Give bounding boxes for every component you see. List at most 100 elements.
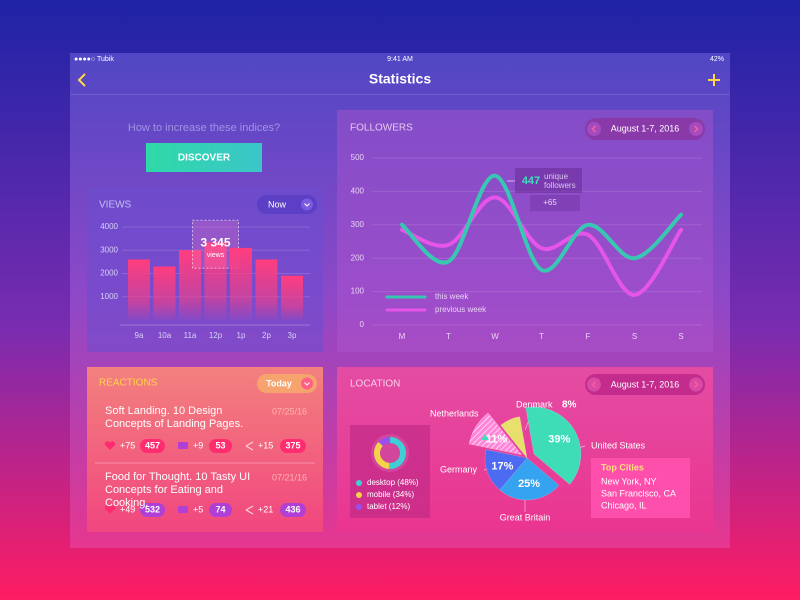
y-tick-label: 100 — [351, 287, 365, 296]
donut-segment — [378, 437, 391, 447]
count-pill — [209, 503, 232, 517]
pie-slice — [484, 449, 528, 491]
header-divider — [70, 94, 730, 95]
bar — [281, 275, 303, 320]
article-title[interactable]: Soft Landing. 10 Design Concepts of Land… — [105, 405, 244, 430]
legend-label: previous week — [435, 305, 487, 314]
reaction-count: 532 — [145, 504, 160, 514]
x-tick-label: 11a — [184, 331, 197, 340]
value-label: 3 345 — [200, 235, 230, 249]
bar-cap — [204, 242, 227, 246]
x-tick-label: T — [539, 332, 544, 341]
next-button[interactable] — [689, 377, 703, 392]
discover-button[interactable] — [146, 143, 262, 172]
back-button[interactable] — [77, 73, 86, 87]
reactions-title: REACTIONS — [99, 378, 158, 389]
reaction-count: 457 — [145, 440, 160, 450]
donut-segment — [374, 441, 390, 469]
reaction-count: 74 — [215, 504, 225, 514]
legend-label: tablet (12%) — [367, 502, 410, 511]
country-label: Germany — [440, 464, 478, 474]
article-date: 07/25/16 — [272, 406, 307, 416]
prev-button[interactable] — [587, 122, 601, 136]
bar — [153, 266, 176, 320]
x-tick-label: M — [399, 332, 406, 341]
slice-label: 25% — [518, 478, 540, 490]
y-tick-label: 300 — [351, 220, 365, 229]
y-tick-label: 200 — [351, 253, 365, 262]
reaction-count: 436 — [285, 504, 300, 514]
reactions-filter[interactable] — [257, 374, 317, 393]
share-icon — [245, 441, 254, 451]
count-pill — [280, 503, 306, 517]
location-date-picker[interactable] — [585, 374, 705, 395]
followers-date-picker[interactable] — [585, 118, 705, 140]
pie-slice — [499, 457, 560, 501]
bar-cap — [255, 259, 278, 263]
slice-label: 8% — [562, 400, 577, 411]
pie-slice — [500, 416, 528, 459]
add-button[interactable] — [708, 74, 720, 86]
trend-icon — [481, 434, 489, 440]
tooltip-value: 447 — [522, 175, 540, 187]
like-icon — [104, 505, 116, 514]
count-pill — [209, 439, 232, 453]
top-cities-title: Top Cities — [601, 462, 644, 472]
views-filter[interactable] — [257, 195, 317, 214]
views-filter-label: Now — [268, 199, 287, 209]
y-tick-label: 1000 — [100, 292, 118, 301]
pie-slice — [525, 406, 582, 485]
y-tick-label: 2000 — [100, 269, 118, 278]
bar — [204, 242, 227, 320]
dropdown-icon — [301, 377, 313, 390]
pie-slice — [468, 412, 523, 456]
legend-dot — [356, 504, 362, 510]
count-pill — [140, 439, 165, 453]
series-line — [400, 173, 683, 273]
x-tick-label: 10a — [158, 331, 172, 340]
country-label: Denmark — [516, 399, 553, 409]
location-date: August 1-7, 2016 — [611, 379, 680, 389]
legend-label: mobile (34%) — [367, 490, 414, 499]
next-arrow — [693, 380, 699, 389]
bar — [230, 247, 252, 320]
tooltip-box — [515, 168, 582, 193]
comment-icon — [178, 506, 188, 513]
share-icon — [245, 505, 254, 515]
slice-label: 17% — [491, 460, 513, 472]
dropdown-arrow — [304, 203, 310, 207]
dropdown-icon — [301, 198, 313, 211]
followers-title: FOLLOWERS — [350, 123, 413, 134]
discover-label: DISCOVER — [178, 153, 231, 164]
bar-cap — [230, 247, 252, 251]
prev-button[interactable] — [587, 377, 601, 392]
y-tick-label: 500 — [351, 153, 365, 162]
y-tick-label: 400 — [351, 187, 365, 196]
x-tick-label: 1p — [237, 331, 246, 340]
legend-label: this week — [435, 292, 469, 301]
clock: 9:41 AM — [387, 56, 413, 63]
comment-icon — [178, 442, 188, 449]
x-tick-label: 2p — [262, 331, 271, 340]
bar — [179, 250, 201, 320]
legend-label: desktop (48%) — [367, 478, 419, 487]
city: New York, NY — [601, 476, 657, 486]
screen-title: Statistics — [369, 71, 431, 87]
series-line — [400, 195, 683, 297]
next-button[interactable] — [689, 122, 703, 136]
reactions-filter-label: Today — [266, 378, 292, 388]
tooltip-change: +65 — [543, 198, 557, 207]
x-tick-label: W — [491, 332, 499, 341]
tooltip-caption: unique followers — [544, 172, 576, 190]
bar-cap — [179, 250, 201, 254]
prev-arrow — [591, 125, 597, 133]
reaction-change: +5 — [193, 504, 203, 514]
reaction-count: 375 — [285, 440, 300, 450]
reaction-change: +49 — [120, 504, 135, 514]
city: San Francisco, CA — [601, 488, 676, 498]
bar — [255, 259, 278, 320]
article-title[interactable]: Food for Thought. 10 Tasty UI Concepts f… — [105, 471, 251, 509]
count-pill — [140, 503, 165, 517]
